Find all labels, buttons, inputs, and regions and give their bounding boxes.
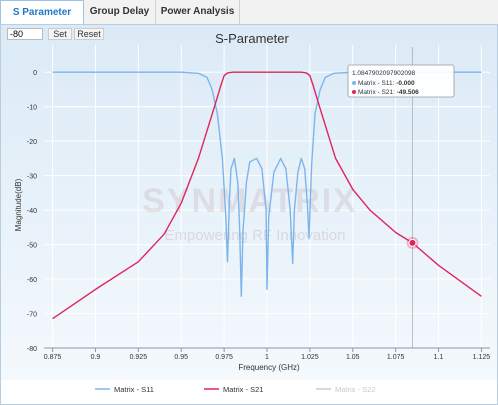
tooltip-s21-dot: [352, 90, 356, 94]
chart-title: S-Parameter: [215, 31, 289, 46]
legend-item-s22[interactable]: Matrix - S22: [316, 385, 375, 394]
watermark-brand: SYNMATRIX: [142, 182, 358, 220]
tooltip-row-s11: Matrix - S11: -0.000: [358, 80, 415, 87]
y-tick-label: -20: [27, 139, 37, 146]
series-line-matrix-s11: [52, 71, 482, 297]
y-tick-label: -60: [27, 277, 37, 284]
y-tick-label: -70: [27, 312, 37, 319]
watermark: SYNMATRIX Empowering RF Innovation: [142, 182, 358, 244]
y-tick-label: -40: [27, 208, 37, 215]
x-tick-label: 1: [265, 354, 269, 361]
x-tick-label: 1.1: [434, 354, 444, 361]
legend-item-s21[interactable]: Matrix - S21: [204, 385, 263, 394]
x-tick-label: 1.025: [301, 354, 319, 361]
tooltip-row-s21: Matrix - S21: -49.506: [358, 89, 419, 96]
tooltip-s11-dot: [352, 81, 356, 85]
tab-s-parameter[interactable]: S Parameter: [0, 0, 84, 25]
y-axis-label: Magnitude(dB): [14, 178, 23, 231]
x-axis-label: Frequency (GHz): [238, 363, 300, 372]
y-tick-label: -30: [27, 174, 37, 181]
y-tick-label: -50: [27, 243, 37, 250]
x-tick-label: 1.075: [387, 354, 405, 361]
tab-group-delay[interactable]: Group Delay: [84, 0, 156, 24]
tab-power-analysis[interactable]: Power Analysis: [156, 0, 240, 24]
x-tick-label: 0.975: [215, 354, 233, 361]
y-tick-label: -10: [27, 105, 37, 112]
svg-text:Matrix - S21: Matrix - S21: [223, 385, 263, 394]
y-min-input[interactable]: [7, 28, 43, 40]
set-button[interactable]: Set: [48, 28, 72, 40]
x-tick-label: 1.05: [346, 354, 360, 361]
tooltip: 1.0847902097902098 Matrix - S11: -0.000 …: [347, 64, 455, 98]
x-tick-label: 1.125: [473, 354, 491, 361]
legend: Matrix - S11 Matrix - S21 Matrix - S22: [95, 385, 375, 394]
x-tick-label: 0.925: [130, 354, 148, 361]
series-line-matrix-s21: [52, 71, 482, 320]
svg-text:Matrix - S22: Matrix - S22: [335, 385, 375, 394]
legend-item-s11[interactable]: Matrix - S11: [95, 385, 154, 394]
svg-text:Matrix - S11: Matrix - S11: [114, 385, 154, 394]
watermark-tagline: Empowering RF Innovation: [165, 227, 346, 244]
series-lines: [52, 71, 482, 320]
x-tick-label: 0.95: [174, 354, 188, 361]
y-tick-label: -80: [27, 346, 37, 353]
x-tick-labels: 0.875 0.9 0.925 0.95 0.975 1 1.025 1.05 1.075 1.1…: [44, 348, 490, 361]
highlight-marker: [408, 238, 417, 247]
reset-button[interactable]: Reset: [74, 28, 104, 40]
x-tick-label: 0.9: [91, 354, 101, 361]
y-tick-label: 0: [33, 70, 37, 77]
y-tick-labels: 0 -10 -20 -30 -40 -50 -60 -70 -80: [27, 70, 37, 353]
tooltip-x-value: 1.0847902097902098: [352, 70, 416, 77]
x-tick-label: 0.875: [44, 354, 62, 361]
tab-bar: S Parameter Group Delay Power Analysis: [0, 0, 498, 25]
